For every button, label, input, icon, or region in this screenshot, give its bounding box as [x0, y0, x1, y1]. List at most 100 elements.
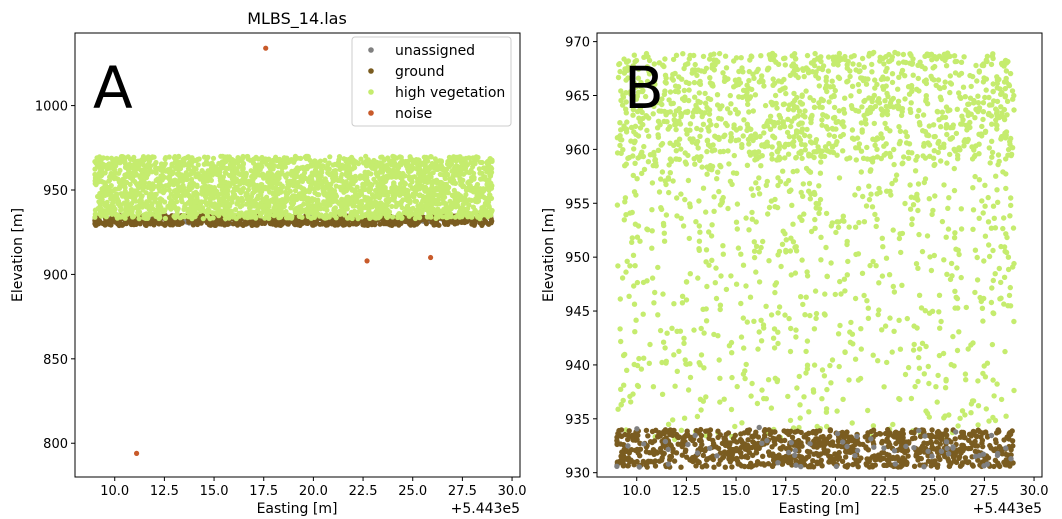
data-point [365, 213, 372, 219]
data-point [399, 205, 405, 211]
data-point [982, 233, 989, 239]
data-point [925, 140, 931, 146]
data-point [732, 77, 739, 83]
data-point [964, 138, 970, 145]
data-point [317, 213, 323, 219]
data-point [348, 210, 354, 216]
data-point [908, 100, 914, 106]
data-point [132, 190, 138, 196]
data-point [656, 189, 663, 195]
data-point [632, 329, 638, 335]
data-point [655, 264, 661, 271]
data-point [920, 128, 926, 134]
data-point [691, 327, 697, 333]
data-point [244, 190, 250, 196]
data-point [866, 196, 873, 203]
data-point [895, 86, 901, 92]
data-point [887, 154, 894, 160]
data-point [305, 188, 311, 194]
data-point [859, 55, 866, 62]
data-point [409, 174, 416, 180]
data-point [617, 133, 623, 139]
data-point [346, 222, 352, 228]
data-point [466, 179, 472, 185]
data-point [389, 203, 395, 209]
data-point [734, 111, 741, 117]
data-point [775, 120, 781, 126]
data-point [988, 299, 995, 306]
data-point [986, 94, 992, 101]
data-point [102, 180, 108, 186]
data-point [782, 62, 788, 68]
panel-a: 10.0 12.5 15.0 17.5 20.0 22.5 25.0 27.5 30.0 800… [10, 9, 527, 517]
data-point [623, 106, 629, 112]
data-point [327, 154, 333, 160]
data-point [944, 131, 950, 138]
data-point [475, 214, 481, 220]
data-point [745, 101, 751, 108]
data-point [100, 155, 106, 161]
data-point [728, 273, 734, 279]
data-point [338, 187, 344, 193]
data-point [998, 279, 1004, 286]
data-point [239, 156, 245, 162]
data-point [873, 223, 879, 230]
data-point [409, 179, 415, 185]
data-point [479, 159, 485, 166]
data-point [330, 199, 336, 205]
data-point [408, 209, 414, 215]
data-point [327, 172, 333, 178]
data-point [840, 396, 846, 402]
data-point [842, 288, 848, 294]
data-point [649, 245, 655, 251]
data-point [186, 192, 192, 198]
data-point [484, 160, 490, 166]
data-point [459, 161, 466, 167]
data-point [707, 75, 713, 81]
data-point [419, 208, 425, 214]
data-point [299, 185, 305, 191]
data-point [750, 108, 756, 114]
data-point [195, 156, 201, 163]
data-point [984, 58, 990, 65]
data-point [762, 102, 769, 109]
data-point [856, 141, 863, 147]
data-point [842, 349, 848, 355]
data-point [342, 200, 348, 206]
data-point [848, 54, 855, 60]
data-point [804, 52, 811, 59]
data-point [723, 120, 729, 127]
data-point [812, 225, 818, 231]
data-point [258, 192, 264, 198]
data-point [397, 181, 404, 187]
data-point [257, 166, 263, 173]
data-point [271, 163, 277, 169]
data-point [868, 191, 874, 197]
data-point [646, 360, 652, 366]
data-point [858, 326, 864, 332]
data-point [321, 190, 327, 196]
data-point [764, 178, 770, 185]
data-point [954, 106, 960, 113]
data-point [931, 252, 937, 259]
data-point [872, 142, 878, 148]
data-point [452, 180, 459, 186]
data-point [988, 225, 995, 231]
data-point [623, 77, 629, 83]
data-point [752, 92, 759, 98]
data-point [888, 192, 894, 198]
data-point [921, 179, 927, 186]
data-point [146, 180, 152, 186]
data-point [812, 139, 819, 146]
data-point [728, 406, 735, 413]
data-point [659, 169, 666, 175]
data-point [220, 153, 226, 159]
data-point [101, 190, 107, 197]
data-point [684, 131, 690, 137]
data-point [811, 326, 818, 332]
data-point [378, 208, 384, 214]
data-point [930, 65, 936, 71]
data-point [758, 53, 764, 59]
data-point [622, 351, 628, 358]
data-point [344, 168, 350, 175]
